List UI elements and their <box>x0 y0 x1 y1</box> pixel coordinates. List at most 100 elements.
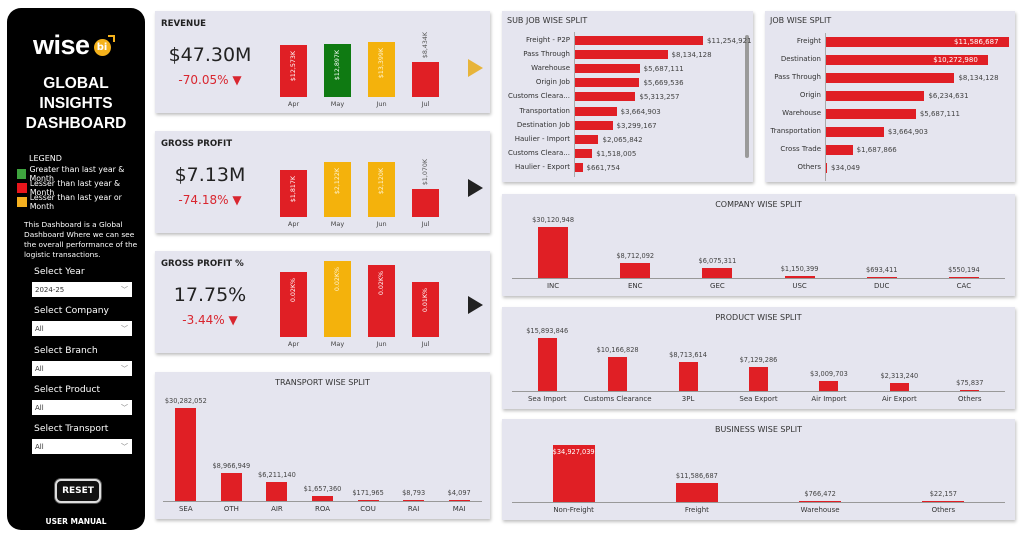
kpi-month-label: Apr <box>287 340 300 348</box>
bar-value-label: $3,664,903 <box>620 107 661 116</box>
x-axis-line <box>512 502 1005 503</box>
gross-profit-card: GROSS PROFIT $7.13M -74.18% ▼ $1,817K Apr… <box>155 131 490 233</box>
bar <box>826 55 989 65</box>
bar <box>575 64 640 74</box>
category-label: Others <box>797 163 821 171</box>
bar <box>826 73 955 83</box>
chevron-down-icon: ﹀ <box>121 285 128 294</box>
category-label: Others <box>958 395 982 403</box>
bar <box>675 483 718 502</box>
chart-title: BUSINESS WISE SPLIT <box>714 425 803 434</box>
bar <box>889 383 909 391</box>
drill-arrow-icon[interactable] <box>468 59 483 77</box>
gross-profit-percent-card: GROSS PROFIT % 17.75% -3.44% ▼ 0.02K% Apr… <box>155 251 490 353</box>
legend-label: Lesser than last year & Month <box>29 179 121 197</box>
kpi-month-label: May <box>330 340 345 348</box>
legend-swatch-red <box>17 183 27 193</box>
bar <box>575 162 583 172</box>
category-label: Customs Cleara... <box>508 148 570 157</box>
bar-value-label: $10,272,980 <box>933 56 978 64</box>
bar-value-label: $8,134,128 <box>958 74 999 82</box>
branch-select-value: All <box>35 364 44 373</box>
category-label: Transportation <box>519 106 570 115</box>
bar <box>575 148 593 158</box>
transport-select-value: All <box>35 442 44 451</box>
category-label: Pass Through <box>523 50 570 59</box>
bar-value-label: $1,150,399 <box>780 265 819 274</box>
bar <box>575 92 636 102</box>
bar-value-label: $1,657,360 <box>303 484 342 493</box>
category-label: Customs Cleara... <box>508 92 570 101</box>
revenue-card: REVENUE $47.30M -70.05% ▼ $12,573K Apr $12… <box>155 11 490 113</box>
title-line: DASHBOARD <box>25 115 127 132</box>
chart-title: JOB WISE SPLIT <box>770 16 832 25</box>
category-label: Freight <box>796 37 821 45</box>
bar <box>826 91 925 101</box>
bar-value-label: $11,586,687 <box>954 38 999 46</box>
kpi-delta: -3.44% ▼ <box>182 313 238 327</box>
drill-arrow-icon[interactable] <box>468 179 483 197</box>
bar-value-label: $30,282,052 <box>164 397 207 405</box>
bar <box>575 120 613 130</box>
bar-value-label: $8,134,128 <box>671 51 712 60</box>
category-label: OTH <box>223 505 239 513</box>
bar <box>826 145 853 155</box>
product-select[interactable]: All ﹀ <box>32 400 132 415</box>
branch-select[interactable]: All ﹀ <box>32 361 132 376</box>
kpi-bar-label: 0.02K% <box>289 277 297 302</box>
kpi-month-label: Jul <box>421 220 430 228</box>
bar-value-label: $8,966,949 <box>212 462 251 471</box>
reset-button[interactable]: RESET <box>55 479 101 503</box>
kpi-bar-label: 0.01K% <box>421 288 429 313</box>
category-label: Freight - P2P <box>526 36 570 44</box>
kpi-value: 17.75% <box>173 284 247 306</box>
kpi-bar-label: $12,573K <box>289 51 297 82</box>
kpi-bar: $2,122K <box>324 162 351 217</box>
kpi-month-label: Apr <box>287 100 300 108</box>
bar-value-label: $1,687,866 <box>856 146 897 154</box>
bar-value-label: $30,120,948 <box>532 216 575 224</box>
legend-item-greater: Greater than last year & Month <box>17 165 145 183</box>
chart-title: TRANSPORT WISE SPLIT <box>275 378 370 387</box>
category-label: Haulier - Export <box>515 162 570 171</box>
bar-value-label: $5,687,111 <box>919 110 960 118</box>
sub-job-split-card: SUB JOB WISE SPLIT Freight - P2P $11,254,… <box>502 11 753 182</box>
scrollbar[interactable] <box>745 35 749 158</box>
chevron-down-icon: ﹀ <box>121 364 128 373</box>
dashboard-description: This Dashboard is a Global Dashboard Whe… <box>24 220 138 259</box>
category-label: USC <box>792 282 807 290</box>
bar-value-label: $34,049 <box>831 164 860 172</box>
bar-value-label: $10,166,828 <box>596 346 639 355</box>
category-label: GEC <box>710 282 725 290</box>
category-label: Warehouse <box>800 506 840 514</box>
company-select[interactable]: All ﹀ <box>32 321 132 336</box>
transport-select[interactable]: All ﹀ <box>32 439 132 454</box>
x-axis-line <box>512 278 1005 279</box>
kpi-bar <box>412 62 439 97</box>
bar-value-label: $8,712,092 <box>616 252 655 261</box>
kpi-bar <box>412 189 439 217</box>
bar <box>819 380 839 391</box>
category-label: Transportation <box>770 127 821 135</box>
bar-value-label: $766,472 <box>804 489 836 498</box>
user-manual-link[interactable]: USER MANUAL <box>45 517 107 526</box>
year-select[interactable]: 2024-25 ﹀ <box>32 282 132 297</box>
x-axis-line <box>163 501 482 502</box>
bar-value-label: $34,927,039 <box>552 448 595 456</box>
chevron-down-icon: ﹀ <box>121 403 128 412</box>
kpi-bar: 0.02K% <box>324 261 351 337</box>
category-label: CAC <box>956 282 972 290</box>
category-label: Destination <box>780 55 821 63</box>
kpi-bar: $1,817K <box>280 169 307 217</box>
category-label: Non-Freight <box>553 506 594 514</box>
category-label: MAI <box>452 505 466 513</box>
category-label: AIR <box>271 505 283 513</box>
bar-value-label: $6,211,140 <box>258 470 296 479</box>
chart-title: PRODUCT WISE SPLIT <box>715 313 802 322</box>
drill-arrow-icon[interactable] <box>468 296 483 314</box>
kpi-bar-label: $2,120K <box>377 168 385 195</box>
filter-label-product: Select Product <box>34 384 101 395</box>
y-axis-line <box>825 33 826 181</box>
kpi-bar: $12,897K <box>324 44 351 97</box>
bar <box>552 445 595 502</box>
